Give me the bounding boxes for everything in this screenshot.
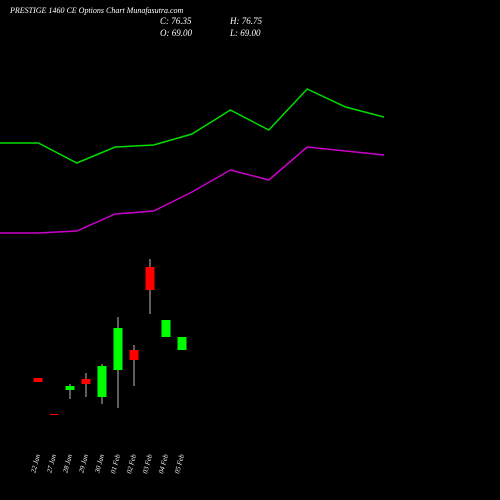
candle-body bbox=[161, 320, 171, 337]
candle-body bbox=[129, 350, 139, 360]
x-tick-label: 05 Feb bbox=[173, 453, 186, 475]
x-tick-label: 27 Jan bbox=[45, 453, 58, 474]
indicator-line bbox=[0, 88, 385, 164]
candle-body bbox=[113, 328, 123, 370]
x-tick-label: 22 Jan bbox=[29, 453, 42, 474]
x-tick-label: 30 Jan bbox=[93, 453, 106, 475]
ohlc-label: C: 76.35 bbox=[160, 16, 192, 26]
candle-body bbox=[145, 267, 155, 290]
candle-body bbox=[49, 414, 59, 415]
x-tick-label: 29 Jan bbox=[77, 453, 90, 474]
x-tick-label: 04 Feb bbox=[157, 453, 170, 475]
ohlc-label: L: 69.00 bbox=[229, 28, 261, 38]
candle-body bbox=[97, 366, 107, 397]
candle-body bbox=[65, 386, 75, 390]
ohlc-label: O: 69.00 bbox=[160, 28, 192, 38]
x-tick-label: 01 Feb bbox=[109, 453, 122, 475]
chart-title: PRESTIGE 1460 CE Options Chart Munafasut… bbox=[9, 6, 184, 15]
x-tick-label: 28 Jan bbox=[61, 453, 74, 474]
x-tick-label: 02 Feb bbox=[125, 453, 138, 475]
candle-body bbox=[81, 379, 91, 384]
x-tick-label: 03 Feb bbox=[141, 453, 154, 475]
ohlc-label: H: 76.75 bbox=[229, 16, 262, 26]
indicator-line bbox=[0, 146, 385, 234]
candle-body bbox=[177, 337, 187, 350]
candle-body bbox=[33, 378, 43, 382]
